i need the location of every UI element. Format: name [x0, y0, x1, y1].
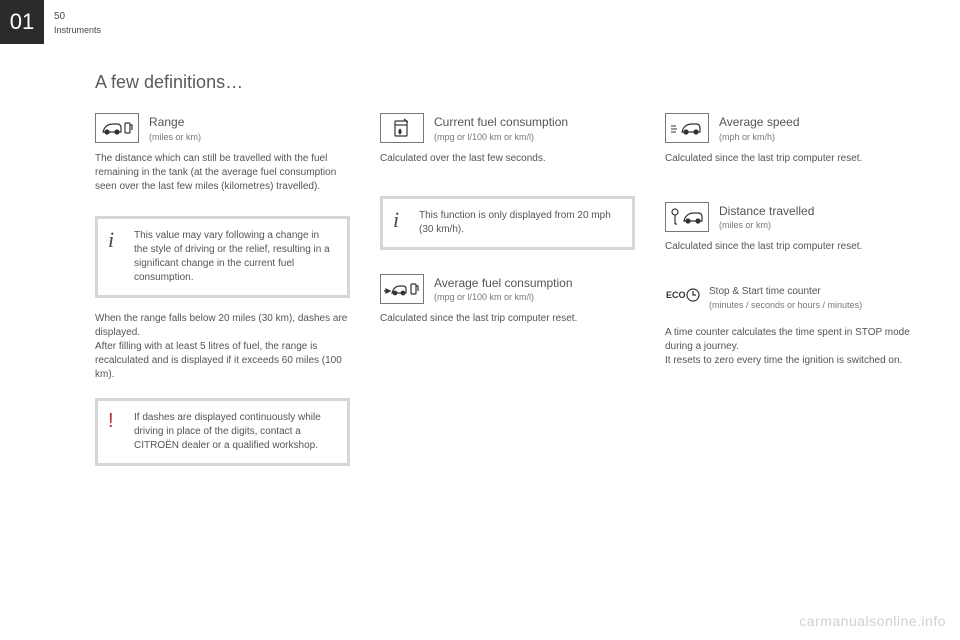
range-icon	[95, 113, 139, 143]
current-fuel-title: Current fuel consumption	[434, 114, 568, 131]
avg-speed-unit: (mph or km/h)	[719, 131, 800, 144]
footer-watermark: carmanualsonline.info	[799, 612, 946, 632]
range-title: Range	[149, 114, 201, 131]
page-header: 50 Instruments	[54, 10, 101, 37]
avg-speed-text: Calculated since the last trip computer …	[665, 152, 920, 166]
current-fuel-text: Calculated over the last few seconds.	[380, 152, 635, 166]
range-info-box: i This value may vary following a change…	[95, 216, 350, 298]
section-name: Instruments	[54, 24, 101, 37]
avg-fuel-icon	[380, 274, 424, 304]
page-title: A few definitions…	[95, 70, 930, 95]
stopstart-unit: (minutes / seconds or hours / minutes)	[709, 299, 862, 312]
distance-unit: (miles or km)	[719, 219, 814, 232]
column-2: Current fuel consumption (mpg or l/100 k…	[380, 113, 635, 479]
avg-speed-title: Average speed	[719, 114, 800, 131]
current-fuel-unit: (mpg or l/100 km or km/l)	[434, 131, 568, 144]
stopstart-title: Stop & Start time counter	[709, 285, 862, 299]
range-info-text: This value may vary following a change i…	[134, 229, 335, 285]
stopstart-text: A time counter calculates the time spent…	[665, 326, 920, 368]
info-icon: i	[393, 209, 409, 237]
range-text: The distance which can still be travelle…	[95, 152, 350, 194]
range-warn-text: If dashes are displayed continuously whi…	[134, 411, 335, 453]
avg-fuel-text: Calculated since the last trip computer …	[380, 312, 635, 326]
content-area: A few definitions…	[95, 70, 930, 480]
warn-icon: !	[108, 411, 124, 453]
avg-fuel-title: Average fuel consumption	[434, 275, 573, 292]
avg-fuel-unit: (mpg or l/100 km or km/l)	[434, 291, 573, 304]
column-1: Range (miles or km) The distance which c…	[95, 113, 350, 479]
current-fuel-icon	[380, 113, 424, 143]
range-unit: (miles or km)	[149, 131, 201, 144]
range-mid-text: When the range falls below 20 miles (30 …	[95, 312, 350, 382]
distance-text: Calculated since the last trip computer …	[665, 240, 920, 254]
chapter-tab: 01	[0, 0, 44, 44]
current-info-text: This function is only displayed from 20 …	[419, 209, 620, 237]
distance-icon	[665, 202, 709, 232]
distance-title: Distance travelled	[719, 203, 814, 220]
avg-speed-icon	[665, 113, 709, 143]
column-3: Average speed (mph or km/h) Calculated s…	[665, 113, 920, 479]
current-info-box: i This function is only displayed from 2…	[380, 196, 635, 250]
info-icon: i	[108, 229, 124, 285]
eco-icon: ECO	[665, 284, 701, 306]
page-number: 50	[54, 10, 101, 24]
range-warn-box: ! If dashes are displayed continuously w…	[95, 398, 350, 466]
svg-text:ECO: ECO	[666, 290, 686, 300]
